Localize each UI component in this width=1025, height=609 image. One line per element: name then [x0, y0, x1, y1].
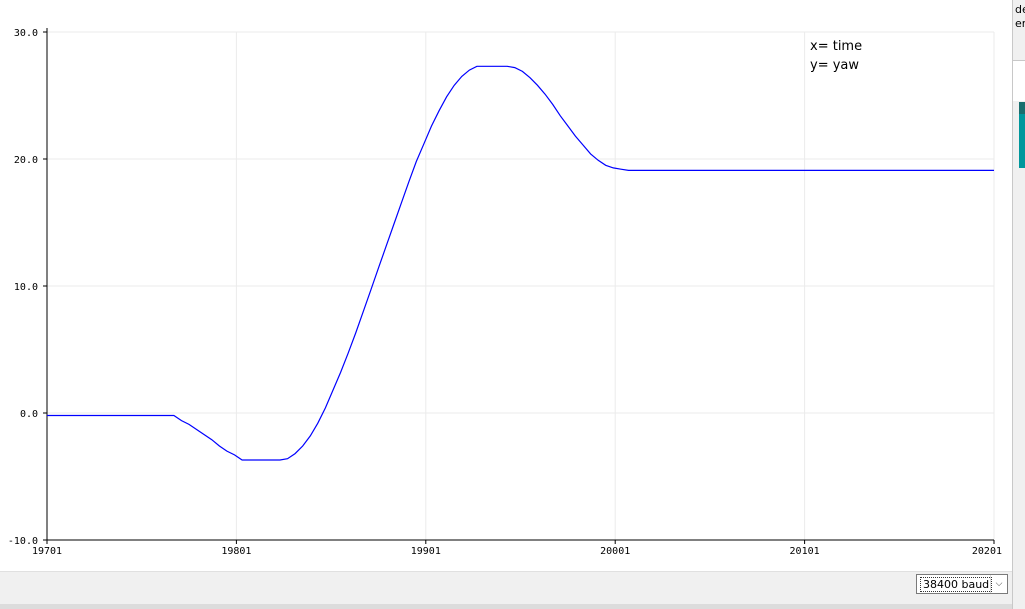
- adjacent-toolbar-dark: [1019, 102, 1025, 114]
- x-tick-label: 20201: [972, 546, 1002, 557]
- x-tick-label: 19701: [32, 546, 62, 557]
- x-tick-label: 19901: [411, 546, 441, 557]
- bottom-toolbar: [0, 571, 1012, 609]
- y-tick-label: 30.0: [14, 28, 38, 39]
- chevron-down-icon[interactable]: ⌵: [990, 575, 1007, 593]
- baud-rate-value: 38400 baud: [920, 577, 993, 592]
- adjacent-panel: [1013, 60, 1025, 101]
- y-tick-label: 20.0: [14, 155, 38, 166]
- adjacent-text-line: de: [1015, 3, 1025, 16]
- adjacent-toolbar: [1019, 114, 1025, 168]
- chart-annotation: y= yaw: [810, 58, 859, 73]
- series: [47, 65, 994, 461]
- baud-rate-dropdown[interactable]: 38400 baud ⌵: [916, 574, 1008, 594]
- chart-annotation: x= time: [810, 39, 862, 54]
- adjacent-window-edge: de er: [1012, 0, 1025, 609]
- axes: [43, 28, 995, 544]
- series-line: [47, 65, 994, 461]
- x-tick-label: 20001: [600, 546, 630, 557]
- y-tick-label: 0.0: [20, 409, 38, 420]
- y-tick-label: 10.0: [14, 282, 38, 293]
- adjacent-text-line: er: [1015, 17, 1025, 30]
- y-tick-label: -10.0: [8, 536, 38, 547]
- grid: [46, 31, 995, 541]
- adjacent-window-text: de er: [1015, 3, 1025, 31]
- line-chart: 19701 19801 19901 20001 20101 20201 30.0 20.0 10…: [8, 28, 1002, 557]
- window-bottom-edge: [0, 604, 1012, 609]
- x-tick-label: 19801: [221, 546, 251, 557]
- plotter-canvas: 19701 19801 19901 20001 20101 20201 30.0 20.0 10…: [7, 28, 1002, 557]
- x-tick-label: 20101: [790, 546, 820, 557]
- annotations: x= time y= yaw: [810, 39, 862, 73]
- tick-labels: 19701 19801 19901 20001 20101 20201 30.0 20.0 10…: [8, 28, 1002, 557]
